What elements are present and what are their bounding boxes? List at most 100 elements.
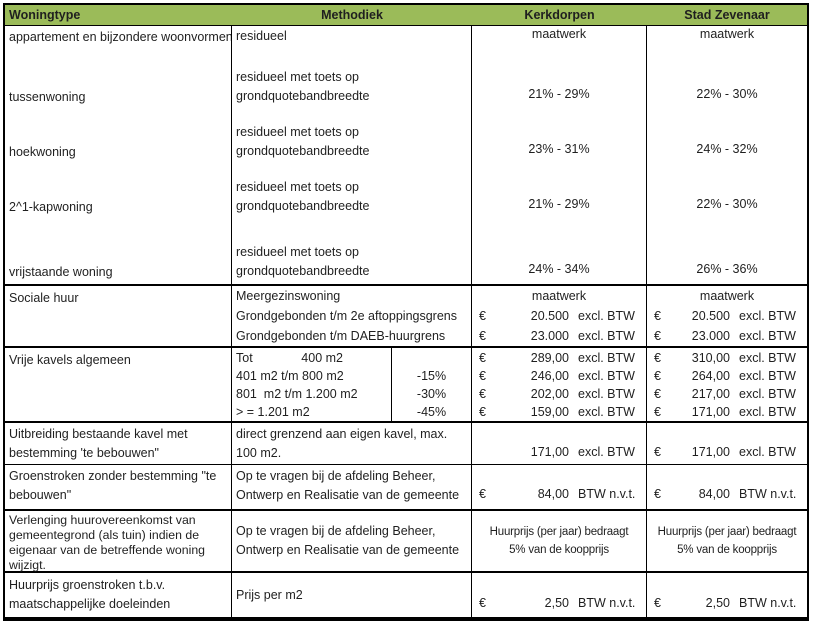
euro-symbol: €	[479, 387, 486, 401]
euro-symbol: €	[479, 369, 486, 383]
kavel-discount: -45%	[416, 405, 447, 419]
kerkdorpen-price: € 23.000 excl. BTW	[472, 326, 646, 346]
section-woningtypen: appartement en bijzondere woonvormen tus…	[5, 26, 807, 284]
amount: 2,50	[544, 596, 569, 610]
btw-label: BTW n.v.t.	[739, 596, 797, 610]
methodiek-cell: Op te vragen bij de afdeling Beheer, Ont…	[232, 511, 472, 571]
stad-value: maatwerk	[699, 289, 755, 303]
row-label: Groenstroken zonder bestemming "te bebou…	[5, 465, 232, 509]
methodiek-cell: direct grenzend aan eigen kavel, max. 10…	[232, 423, 472, 464]
kerkdorpen-value: 21% - 29%	[528, 87, 590, 101]
btw-label: BTW n.v.t.	[578, 487, 636, 501]
euro-symbol: €	[654, 350, 661, 365]
methodiek-cell: residueel met toets op grondquotebandbre…	[236, 125, 370, 158]
col-header-methodiek: Methodiek	[321, 8, 383, 22]
kavel-sizes: Tot 400 m2 401 m2 t/m 800 m2 801 m2 t/m …	[232, 348, 391, 421]
amount: 2,50	[705, 596, 730, 610]
euro-symbol: €	[654, 487, 661, 501]
kavel-discount: -30%	[416, 387, 447, 401]
row-label: 2^1-kapwoning	[9, 200, 93, 214]
kerkdorpen-value: maatwerk	[531, 289, 587, 303]
stad-price: € 20.500 excl. BTW	[647, 306, 807, 326]
euro-symbol: €	[479, 596, 486, 610]
row-label: hoekwoning	[9, 145, 76, 159]
kerkdorpen-value: 23% - 31%	[528, 142, 590, 156]
btw-label: excl. BTW	[578, 369, 635, 383]
amount: 171,00	[691, 445, 730, 459]
btw-label: excl. BTW	[578, 445, 635, 459]
amount: 84,00	[698, 487, 730, 501]
row-label: tussenwoning	[9, 90, 86, 104]
methodiek-line: Meergezinswoning	[236, 289, 341, 303]
btw-label: excl. BTW	[739, 405, 796, 419]
kerkdorpen-value: maatwerk	[531, 27, 587, 41]
kavel-size: 801 m2 t/m 1.200 m2	[236, 387, 358, 401]
table-header-row: Woningtype Methodiek Kerkdorpen Stad Zev…	[5, 5, 807, 26]
column-methodiek: residueel residueel met toets op grondqu…	[232, 26, 472, 284]
kerkdorpen-price: € 84,00 BTW n.v.t.	[472, 465, 647, 509]
kerkdorpen-price: € 2,50 BTW n.v.t.	[472, 573, 647, 617]
amount: 202,00	[530, 387, 569, 401]
row-label: Vrije kavels algemeen	[5, 348, 232, 421]
kavel-size: 401 m2 t/m 800 m2	[236, 369, 344, 383]
column-stad-zevenaar: maatwerk 22% - 30% 24% - 32% 22% - 30% 2…	[647, 26, 807, 284]
euro-symbol: €	[479, 309, 486, 323]
methodiek-line: Grondgebonden t/m DAEB-huurgrens	[236, 329, 446, 343]
euro-symbol: €	[654, 405, 661, 419]
kavel-size: > = 1.201 m2	[236, 405, 310, 419]
methodiek-cell: residueel met toets op grondquotebandbre…	[236, 180, 370, 213]
kerkdorpen-value: Huurprijs (per jaar) bedraagt 5% van de …	[472, 511, 647, 571]
amount: 84,00	[537, 487, 569, 501]
btw-label: excl. BTW	[739, 387, 796, 401]
amount: 23.000	[691, 329, 730, 343]
row-label: appartement en bijzondere woonvormen	[9, 30, 231, 44]
methodiek-cell: residueel met toets op grondquotebandbre…	[236, 70, 370, 103]
stad-price: € 84,00 BTW n.v.t.	[647, 465, 807, 509]
kavel-discount	[392, 348, 471, 367]
btw-label: excl. BTW	[739, 309, 796, 323]
btw-label: BTW n.v.t.	[739, 487, 797, 501]
row-label: vrijstaande woning	[9, 265, 113, 279]
row-label: Verlenging huurovereenkomst van gemeente…	[5, 511, 232, 572]
euro-symbol: €	[654, 309, 661, 323]
euro-symbol: €	[654, 329, 661, 343]
stad-value: 22% - 30%	[696, 197, 758, 211]
kerkdorpen-price: € 202,00 excl. BTW	[472, 385, 646, 403]
row-label: Uitbreiding bestaande kavel met bestemmi…	[5, 423, 232, 464]
btw-label: excl. BTW	[578, 387, 635, 401]
euro-symbol: €	[654, 387, 661, 401]
col-header-woningtype: Woningtype	[9, 8, 81, 22]
stad-price: € 264,00 excl. BTW	[647, 367, 807, 385]
btw-label: excl. BTW	[739, 445, 796, 459]
row-label: Huurprijs groenstroken t.b.v. maatschapp…	[5, 573, 232, 617]
stad-price: € 171,00 excl. BTW	[647, 403, 807, 421]
column-methodiek: Tot 400 m2 401 m2 t/m 800 m2 801 m2 t/m …	[232, 348, 472, 421]
btw-label: excl. BTW	[739, 329, 796, 343]
stad-value: 22% - 30%	[696, 87, 758, 101]
methodiek-cell: Prijs per m2	[232, 573, 472, 617]
column-stad-zevenaar: maatwerk € 20.500 excl. BTW € 23.000 exc…	[647, 286, 807, 346]
kerkdorpen-price: € 246,00 excl. BTW	[472, 367, 646, 385]
amount: 289,00	[530, 350, 569, 365]
stad-value: 24% - 32%	[696, 142, 758, 156]
kerkdorpen-price: € 20.500 excl. BTW	[472, 306, 646, 326]
kerkdorpen-value: 21% - 29%	[528, 197, 590, 211]
btw-label: excl. BTW	[739, 350, 796, 365]
column-woningtype: appartement en bijzondere woonvormen tus…	[5, 26, 232, 284]
stad-value: Huurprijs (per jaar) bedraagt 5% van de …	[657, 526, 797, 556]
euro-symbol: €	[479, 487, 486, 501]
col-header-kerkdorpen: Kerkdorpen	[524, 8, 595, 22]
stad-value: maatwerk	[699, 27, 755, 41]
kavel-discounts: -15% -30% -45%	[391, 348, 471, 421]
euro-symbol: €	[479, 350, 486, 365]
amount: 310,00	[691, 350, 730, 365]
section-groenstroken: Groenstroken zonder bestemming "te bebou…	[5, 464, 807, 509]
column-methodiek: Meergezinswoning Grondgebonden t/m 2e af…	[232, 286, 472, 346]
euro-symbol: €	[479, 329, 486, 343]
euro-symbol: €	[654, 596, 661, 610]
grondprijzen-table: Woningtype Methodiek Kerkdorpen Stad Zev…	[3, 3, 809, 621]
stad-price: € 310,00 excl. BTW	[647, 348, 807, 367]
section-verlenging: Verlenging huurovereenkomst van gemeente…	[5, 509, 807, 572]
methodiek-cell: residueel	[236, 29, 287, 43]
kavel-discount: -15%	[416, 369, 447, 383]
